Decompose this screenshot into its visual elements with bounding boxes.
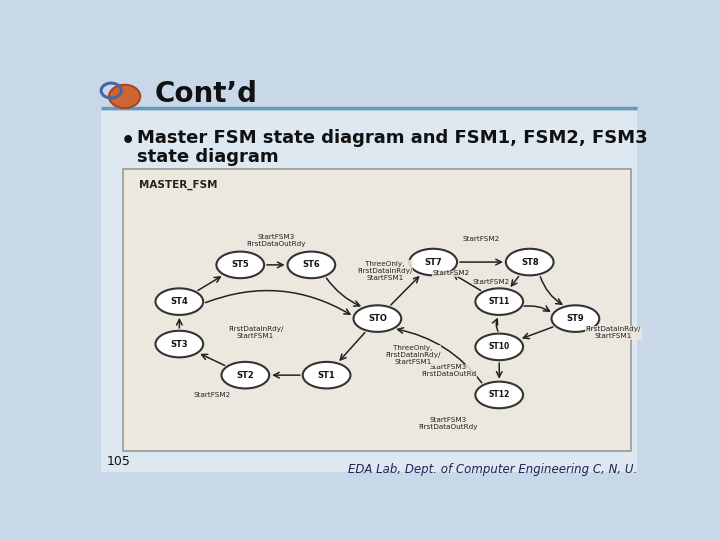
Text: Cont’d: Cont’d — [154, 80, 257, 108]
Text: state diagram: state diagram — [138, 148, 279, 166]
FancyBboxPatch shape — [124, 168, 631, 451]
Text: EDA Lab, Dept. of Computer Engineering C, N, U.: EDA Lab, Dept. of Computer Engineering C… — [348, 463, 637, 476]
Text: 105: 105 — [107, 455, 130, 468]
FancyBboxPatch shape — [101, 111, 637, 472]
Text: Master FSM state diagram and FSM1, FSM2, FSM3: Master FSM state diagram and FSM1, FSM2,… — [138, 129, 648, 147]
Text: •: • — [121, 131, 135, 151]
Circle shape — [109, 85, 140, 108]
